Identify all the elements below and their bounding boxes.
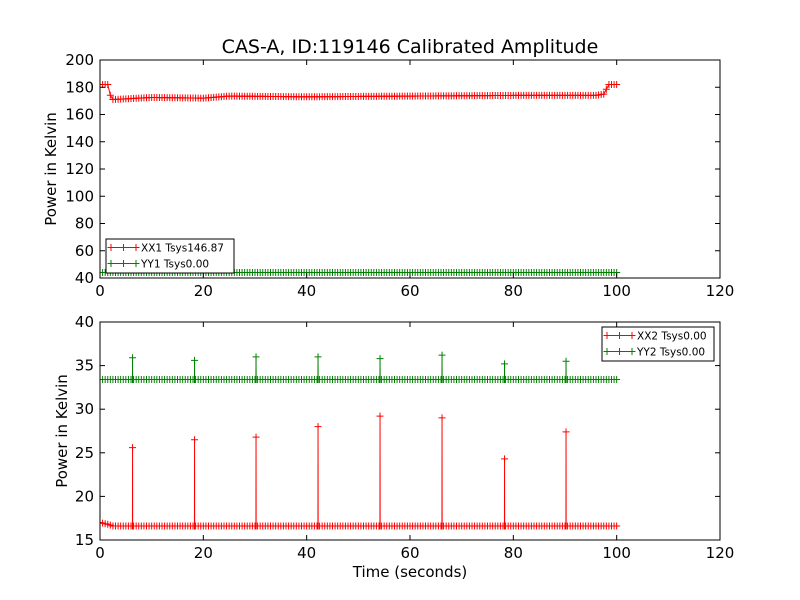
legend: XX2 Tsys0.00 YY2 Tsys0.00 [601, 326, 715, 362]
x-tick-label: 100 [602, 282, 631, 300]
legend: XX1 Tsys146.87 YY1 Tsys0.00 [105, 238, 235, 274]
y-axis-label: Power in Kelvin [42, 112, 60, 226]
legend-label: YY1 Tsys0.00 [140, 259, 209, 271]
y-tick-label: 60 [75, 242, 94, 260]
data-point [600, 90, 608, 98]
x-tick-label: 120 [706, 544, 735, 562]
y-tick-label: 180 [65, 78, 94, 96]
data-point [191, 436, 199, 444]
data-point [562, 428, 570, 436]
y-tick-label: 20 [75, 487, 94, 505]
series-1 [100, 81, 621, 103]
data-point [602, 85, 610, 93]
series-line [100, 355, 617, 381]
x-axis-label: Time (seconds) [352, 563, 468, 581]
data-point [613, 376, 621, 384]
data-point [314, 423, 322, 431]
data-point [376, 412, 384, 420]
data-point [104, 81, 112, 89]
series-line [100, 416, 617, 527]
x-tick-label: 120 [706, 282, 735, 300]
legend-label: YY2 Tsys0.00 [636, 347, 705, 359]
data-point [314, 353, 322, 361]
legend-swatch [107, 260, 140, 267]
x-tick-label: 80 [504, 544, 523, 562]
y-tick-label: 200 [65, 51, 94, 69]
data-point [501, 455, 509, 463]
data-point [191, 356, 199, 364]
data-point [106, 91, 114, 99]
y-tick-label: 160 [65, 106, 94, 124]
y-axis-label: Power in Kelvin [53, 374, 71, 488]
data-point [252, 353, 260, 361]
series-1 [100, 412, 621, 530]
x-tick-label: 0 [95, 544, 105, 562]
y-tick-label: 15 [75, 531, 94, 549]
y-tick-label: 40 [75, 313, 94, 331]
y-tick-label: 80 [75, 215, 94, 233]
x-tick-label: 40 [297, 544, 316, 562]
data-point [376, 355, 384, 363]
data-point [438, 351, 446, 359]
x-tick-label: 20 [194, 282, 213, 300]
y-tick-label: 35 [75, 357, 94, 375]
y-tick-label: 30 [75, 400, 94, 418]
legend-label: XX2 Tsys0.00 [637, 331, 707, 343]
legend-swatch [603, 348, 636, 355]
y-tick-label: 100 [65, 187, 94, 205]
x-tick-label: 20 [194, 544, 213, 562]
x-tick-label: 0 [95, 282, 105, 300]
y-tick-label: 140 [65, 133, 94, 151]
y-tick-label: 25 [75, 444, 94, 462]
chart-title: CAS-A, ID:119146 Calibrated Amplitude [222, 36, 599, 58]
legend-swatch [107, 244, 140, 251]
legend-label: XX1 Tsys146.87 [141, 243, 224, 255]
data-point [129, 354, 137, 362]
x-tick-label: 40 [297, 282, 316, 300]
bottom-panel: 0 20 40 60 80 100 120 15 20 25 30 35 40 Power in Kelv… [53, 313, 734, 581]
x-tick-label: 60 [400, 282, 419, 300]
data-point [613, 522, 621, 530]
x-tick-label: 60 [400, 544, 419, 562]
legend-swatch [603, 332, 636, 339]
top-panel: 0 20 40 60 80 100 120 40 60 80 100 120 140 160 180 200 P… [42, 51, 734, 300]
x-tick-label: 80 [504, 282, 523, 300]
data-point [438, 414, 446, 422]
data-point [613, 81, 621, 89]
data-point [501, 360, 509, 368]
data-point [252, 433, 260, 441]
series-2 [100, 351, 621, 384]
x-tick-label: 100 [602, 544, 631, 562]
data-point [562, 357, 570, 365]
y-tick-label: 120 [65, 160, 94, 178]
data-point [129, 444, 137, 452]
y-tick-label: 40 [75, 269, 94, 287]
